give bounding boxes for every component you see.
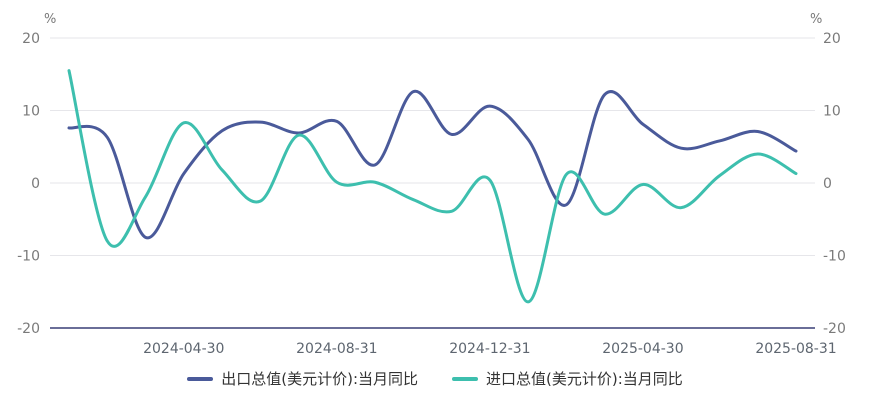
legend: 出口总值(美元计价):当月同比 进口总值(美元计价):当月同比: [0, 368, 870, 389]
legend-item-import[interactable]: 进口总值(美元计价):当月同比: [452, 368, 683, 389]
right-axis-unit: %: [810, 12, 822, 27]
y-tick-label-left: -20: [17, 321, 40, 337]
series-lines: [67, 69, 798, 304]
x-tick-label: 2024-08-31: [296, 341, 377, 357]
x-tick-label: 2024-12-31: [449, 341, 530, 357]
y-tick-label-right: -10: [823, 249, 846, 265]
x-tick-label: 2025-08-31: [755, 341, 836, 357]
series-line-import: [67, 69, 798, 304]
y-tick-label-right: 0: [823, 176, 832, 192]
legend-swatch-import: [452, 376, 478, 381]
y-axis-ticks: 20 20 10 10 0 0 -10 -10 -20 -20: [17, 31, 846, 337]
legend-label-import: 进口总值(美元计价):当月同比: [486, 370, 683, 388]
y-tick-label-left: 0: [31, 176, 40, 192]
y-tick-label-left: 10: [22, 104, 40, 120]
legend-item-export[interactable]: 出口总值(美元计价):当月同比: [187, 368, 418, 389]
y-tick-label-left: -10: [17, 249, 40, 265]
legend-swatch-export: [187, 376, 214, 381]
y-tick-label-right: 20: [823, 31, 841, 47]
y-tick-label-left: 20: [22, 31, 40, 47]
x-tick-label: 2025-04-30: [602, 341, 683, 357]
left-axis-unit: %: [44, 12, 56, 27]
x-tick-label: 2024-04-30: [143, 341, 224, 357]
legend-label-export: 出口总值(美元计价):当月同比: [221, 370, 418, 388]
x-axis-ticks: 2024-04-30 2024-08-31 2024-12-31 2025-04-30…: [143, 341, 837, 357]
series-line-export: [67, 90, 798, 240]
y-tick-label-right: -20: [823, 321, 846, 337]
y-tick-label-right: 10: [823, 104, 841, 120]
